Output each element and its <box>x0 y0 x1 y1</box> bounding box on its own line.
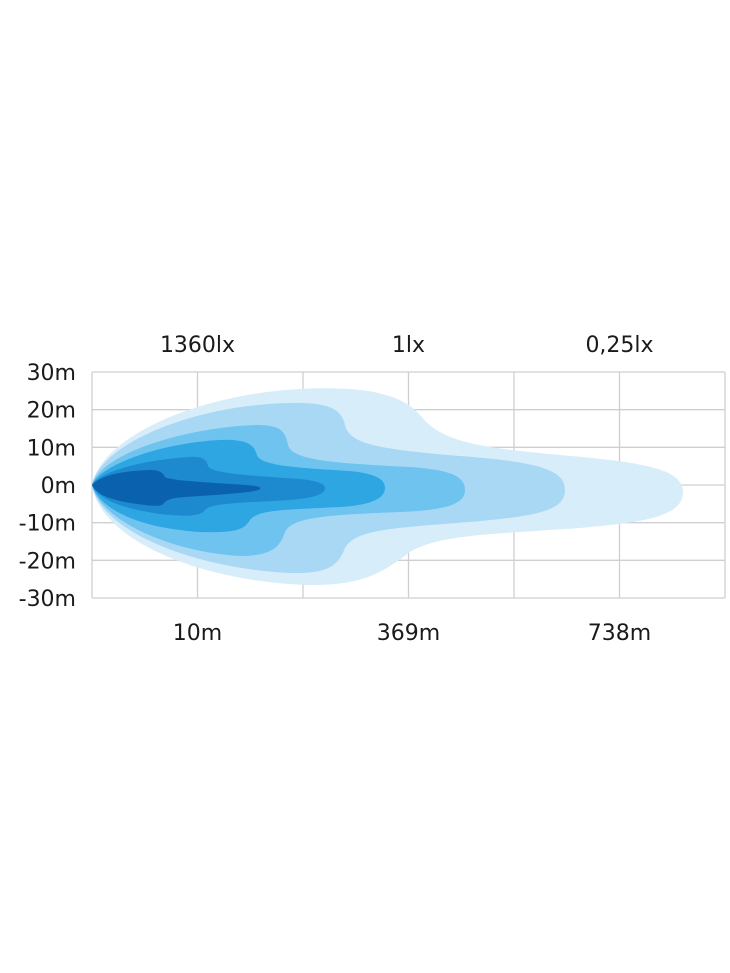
x-axis-labels: 10m 369m 738m <box>173 621 651 646</box>
y-axis-labels: 30m 20m 10m 0m -10m -20m -30m <box>19 361 76 612</box>
y-tick-label: -20m <box>19 549 76 574</box>
lux-label: 1lx <box>392 333 425 358</box>
lux-label: 1360lx <box>160 333 235 358</box>
beam-contours <box>92 388 683 585</box>
lux-label: 0,25lx <box>585 333 653 358</box>
contour-level-6 <box>92 470 261 506</box>
x-tick-label: 738m <box>588 621 651 646</box>
lux-labels: 1360lx 1lx 0,25lx <box>160 333 654 358</box>
y-tick-label: -30m <box>19 587 76 612</box>
y-tick-label: 20m <box>27 399 76 424</box>
y-tick-label: -10m <box>19 512 76 537</box>
y-tick-label: 0m <box>41 474 76 499</box>
x-tick-label: 10m <box>173 621 222 646</box>
y-tick-label: 10m <box>27 436 76 461</box>
y-tick-label: 30m <box>27 361 76 386</box>
x-tick-label: 369m <box>377 621 440 646</box>
